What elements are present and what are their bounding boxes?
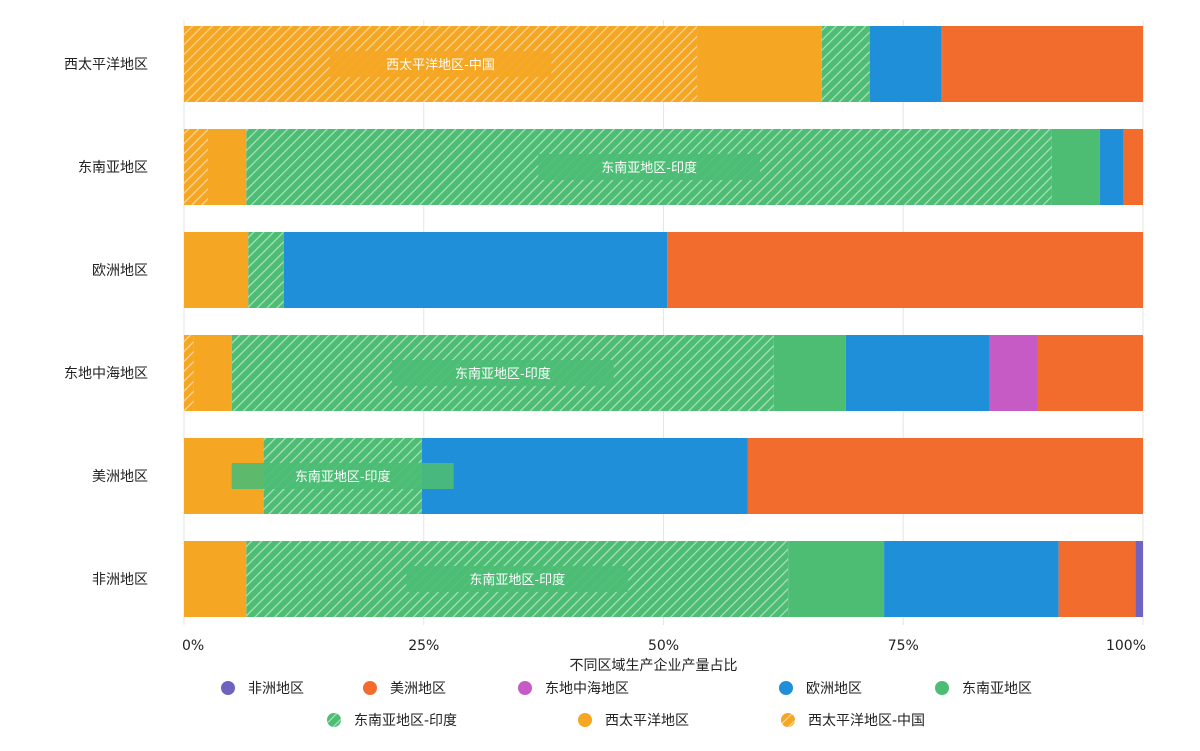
bar-segment <box>941 26 1143 102</box>
legend-label: 非洲地区 <box>248 681 304 697</box>
legend-item: 东地中海地区 <box>518 681 629 697</box>
bar-segment <box>821 26 870 102</box>
bar-segment <box>1051 129 1100 205</box>
bar-segment <box>773 335 846 411</box>
category-label: 非洲地区 <box>92 572 148 588</box>
bar-segment <box>989 335 1038 411</box>
annotation-label: 东南亚地区-印度 <box>295 469 391 485</box>
bar-segment <box>184 335 194 411</box>
legend-label: 西太平洋地区-中国 <box>808 713 925 729</box>
bar-segment <box>747 438 1143 514</box>
legend-item: 东南亚地区-印度 <box>327 713 457 729</box>
legend-marker <box>578 713 592 727</box>
category-label: 欧洲地区 <box>92 263 148 279</box>
annotation-label: 东南亚地区-印度 <box>601 160 697 176</box>
bar-segment <box>1037 335 1143 411</box>
legend-marker <box>221 681 235 695</box>
annotation-box <box>329 51 552 77</box>
bar-segment <box>248 232 284 308</box>
category-label: 美洲地区 <box>92 469 148 485</box>
x-tick-label: 25% <box>408 638 439 654</box>
x-axis-label: 不同区域生产企业产量占比 <box>570 657 738 674</box>
legend-item: 西太平洋地区-中国 <box>781 713 925 729</box>
legend-label: 西太平洋地区 <box>605 713 689 729</box>
legend-label: 美洲地区 <box>390 681 446 697</box>
legend-marker <box>779 681 793 695</box>
legend-item: 非洲地区 <box>221 681 304 697</box>
legend-marker <box>781 713 795 727</box>
annotation-box <box>391 360 614 386</box>
legend-label: 东南亚地区 <box>962 681 1032 697</box>
legend-marker <box>518 681 532 695</box>
bar-segment <box>884 541 1059 617</box>
x-tick-label: 100% <box>1106 638 1146 654</box>
legend-marker <box>935 681 949 695</box>
annotation-box <box>406 566 629 592</box>
x-tick-label: 50% <box>648 638 679 654</box>
annotation-label: 东南亚地区-印度 <box>469 572 565 588</box>
legend-item: 西太平洋地区 <box>578 713 689 729</box>
category-label: 东南亚地区 <box>78 160 148 176</box>
x-tick-label: 75% <box>888 638 919 654</box>
category-label: 东地中海地区 <box>64 366 148 382</box>
bar-segment <box>1123 129 1143 205</box>
bar-segment <box>869 26 942 102</box>
bar-segment <box>1058 541 1136 617</box>
bar-segment <box>845 335 990 411</box>
bar-annotations: 西太平洋地区-中国东南亚地区-印度东南亚地区-印度东南亚地区-印度东南亚地区-印… <box>231 51 761 592</box>
bar-segment <box>697 26 822 102</box>
bar-segment <box>1135 541 1143 617</box>
bar-segment <box>788 541 885 617</box>
legend-item: 东南亚地区 <box>935 681 1032 697</box>
legend-label: 东南亚地区-印度 <box>354 713 457 729</box>
bar-segment <box>184 232 249 308</box>
x-axis-ticks: 0% 25% 50% 75% 100% <box>182 638 1146 654</box>
legend-item: 美洲地区 <box>363 681 446 697</box>
bar-segment <box>184 129 208 205</box>
annotation-label: 西太平洋地区-中国 <box>386 58 495 73</box>
annotation-label: 东南亚地区-印度 <box>455 366 551 382</box>
legend-label: 东地中海地区 <box>545 681 629 697</box>
legend-label: 欧洲地区 <box>806 681 862 697</box>
bar-segment <box>421 438 748 514</box>
bar-segment <box>184 541 247 617</box>
annotation-box <box>538 154 761 180</box>
legend-marker <box>327 713 341 727</box>
category-label: 西太平洋地区 <box>64 57 148 73</box>
bar-segment <box>1099 129 1124 205</box>
grid-lines <box>183 20 1144 625</box>
annotation-box <box>231 463 454 489</box>
bar-segment <box>667 232 1143 308</box>
bar-segment <box>207 129 247 205</box>
bar-segment <box>283 232 668 308</box>
legend-marker <box>363 681 377 695</box>
legend-item: 欧洲地区 <box>779 681 862 697</box>
bar-segment <box>193 335 232 411</box>
x-tick-label: 0% <box>182 638 204 654</box>
